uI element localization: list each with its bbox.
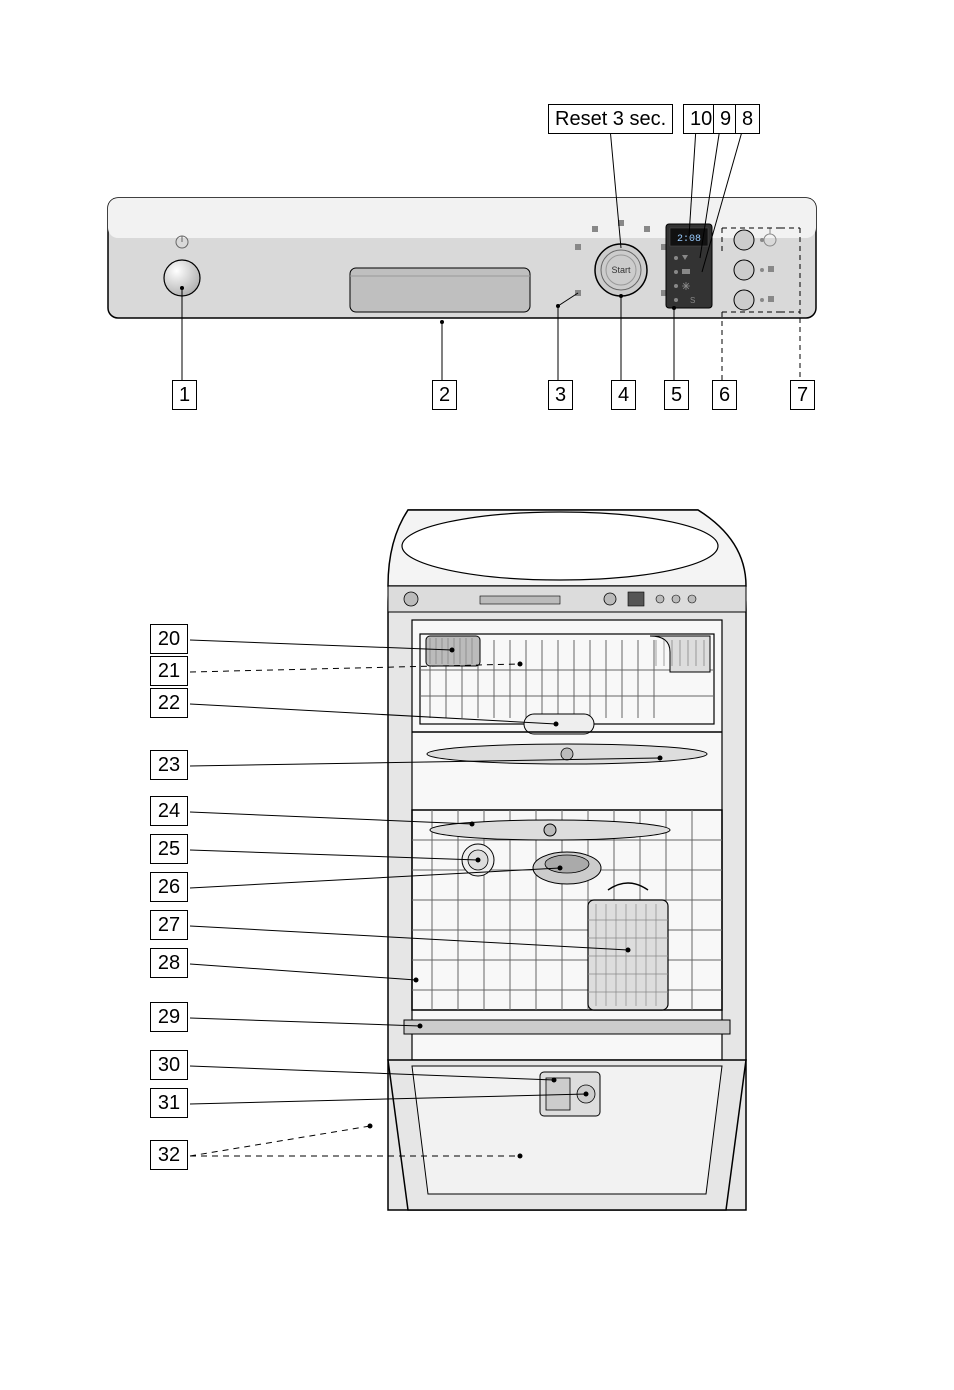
label-31: 31 — [150, 1088, 188, 1118]
label-29: 29 — [150, 1002, 188, 1032]
label-6: 6 — [712, 380, 737, 410]
label-4: 4 — [611, 380, 636, 410]
label-8: 8 — [735, 104, 760, 134]
label-30: 30 — [150, 1050, 188, 1080]
start-button-label: Start — [611, 265, 631, 275]
svg-text:S: S — [690, 296, 695, 305]
label-21: 21 — [150, 656, 188, 686]
dishwasher-svg — [0, 490, 954, 1390]
label-5: 5 — [664, 380, 689, 410]
label-2: 2 — [432, 380, 457, 410]
label-26: 26 — [150, 872, 188, 902]
label-25: 25 — [150, 834, 188, 864]
label-23: 23 — [150, 750, 188, 780]
label-3: 3 — [548, 380, 573, 410]
label-7: 7 — [790, 380, 815, 410]
label-28: 28 — [150, 948, 188, 978]
label-1: 1 — [172, 380, 197, 410]
door — [368, 1060, 747, 1210]
label-24: 24 — [150, 796, 188, 826]
label-32: 32 — [150, 1140, 188, 1170]
diagram-page: Start 2:08 S — [0, 0, 954, 1354]
label-reset: Reset 3 sec. — [548, 104, 673, 134]
control-panel-svg: Start 2:08 S — [0, 0, 954, 420]
label-22: 22 — [150, 688, 188, 718]
label-20: 20 — [150, 624, 188, 654]
label-27: 27 — [150, 910, 188, 940]
